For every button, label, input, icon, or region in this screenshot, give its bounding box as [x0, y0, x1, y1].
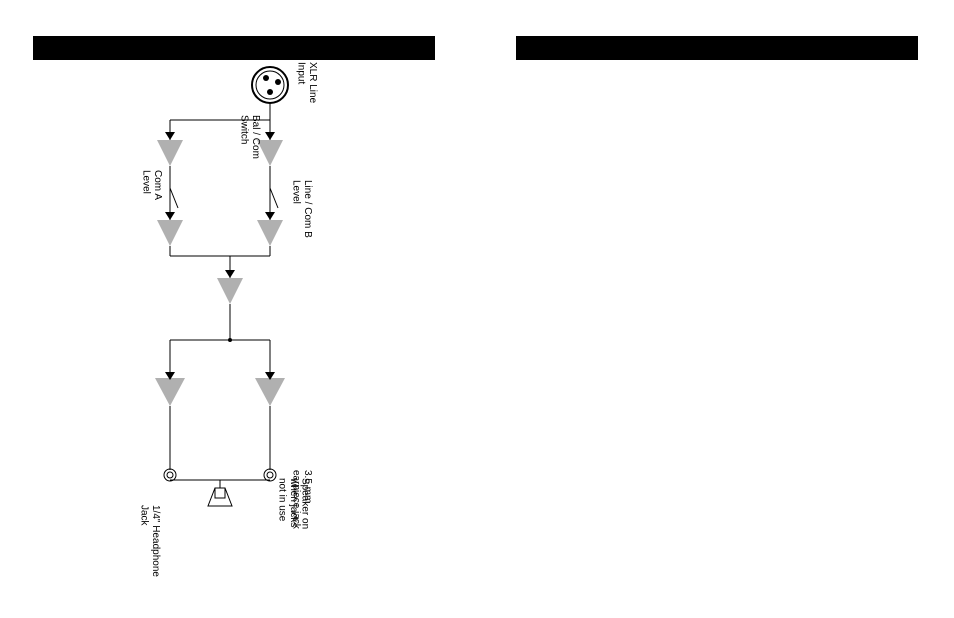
label-xlr-line-input: XLR Line Input — [295, 62, 318, 103]
label-bal-com-switch: Bal / Com Switch — [238, 115, 261, 159]
page: XLR Line Input Bal / Com Switch Line / C… — [0, 0, 954, 618]
signal-flow-diagram: XLR Line Input Bal / Com Switch Line / C… — [130, 60, 320, 580]
label-headphone-jack: 1/4" Headphone Jack — [138, 505, 161, 577]
label-com-a-level: Com A Level — [140, 170, 163, 200]
label-speaker-note: Speaker on when jacks not in use — [276, 478, 311, 529]
label-line-com-b-level: Line / Com B Level — [290, 180, 313, 238]
header-bar-left — [33, 36, 435, 60]
header-bar-right — [516, 36, 918, 60]
